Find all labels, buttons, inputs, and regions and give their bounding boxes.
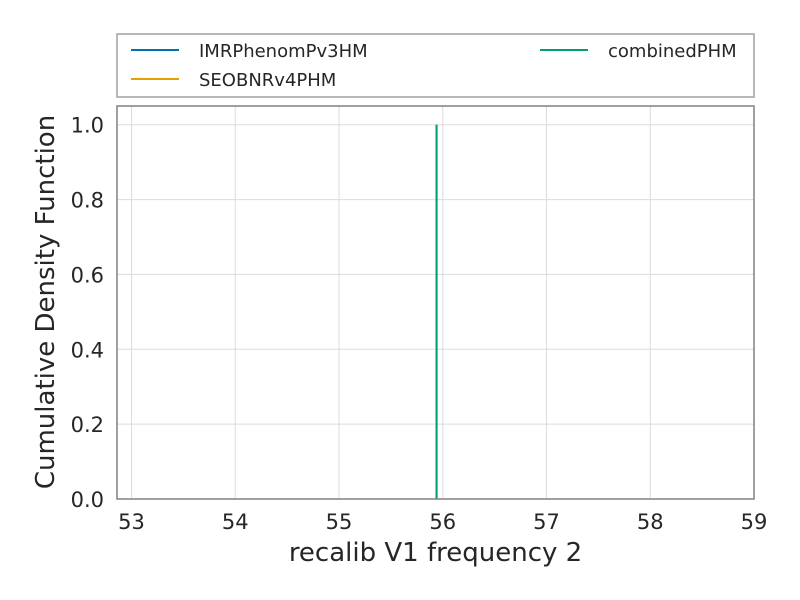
x-axis-label: recalib V1 frequency 2	[289, 538, 582, 568]
y-tick-label: 0.6	[71, 263, 104, 287]
legend-frame	[116, 33, 755, 98]
legend-label: IMRPhenomPv3HM	[199, 41, 368, 62]
x-tick-label: 59	[741, 510, 768, 534]
y-tick-label: 0.2	[71, 413, 104, 437]
plot-frame	[116, 105, 755, 500]
y-tick-label: 0.0	[71, 488, 104, 512]
x-tick-labels: 53 54 55 56 57 58 59	[118, 510, 767, 534]
y-tick-labels: 0.0 0.2 0.4 0.6 0.8 1.0	[71, 114, 104, 512]
plot-area	[117, 106, 754, 499]
y-tick-label: 0.8	[71, 189, 104, 213]
x-tick-label: 55	[326, 510, 353, 534]
y-tick-label: 0.4	[71, 338, 104, 362]
legend-label: SEOBNRv4PHM	[199, 70, 336, 91]
y-tick-label: 1.0	[71, 114, 104, 138]
x-tick-label: 53	[118, 510, 145, 534]
x-tick-label: 54	[222, 510, 249, 534]
x-tick-label: 58	[637, 510, 664, 534]
legend-label: combinedPHM	[608, 41, 737, 62]
x-tick-label: 56	[429, 510, 456, 534]
x-tick-label: 57	[533, 510, 560, 534]
y-axis-label: Cumulative Density Function	[31, 115, 61, 489]
legend: IMRPhenomPv3HM SEOBNRv4PHM combinedPHM	[131, 41, 737, 91]
